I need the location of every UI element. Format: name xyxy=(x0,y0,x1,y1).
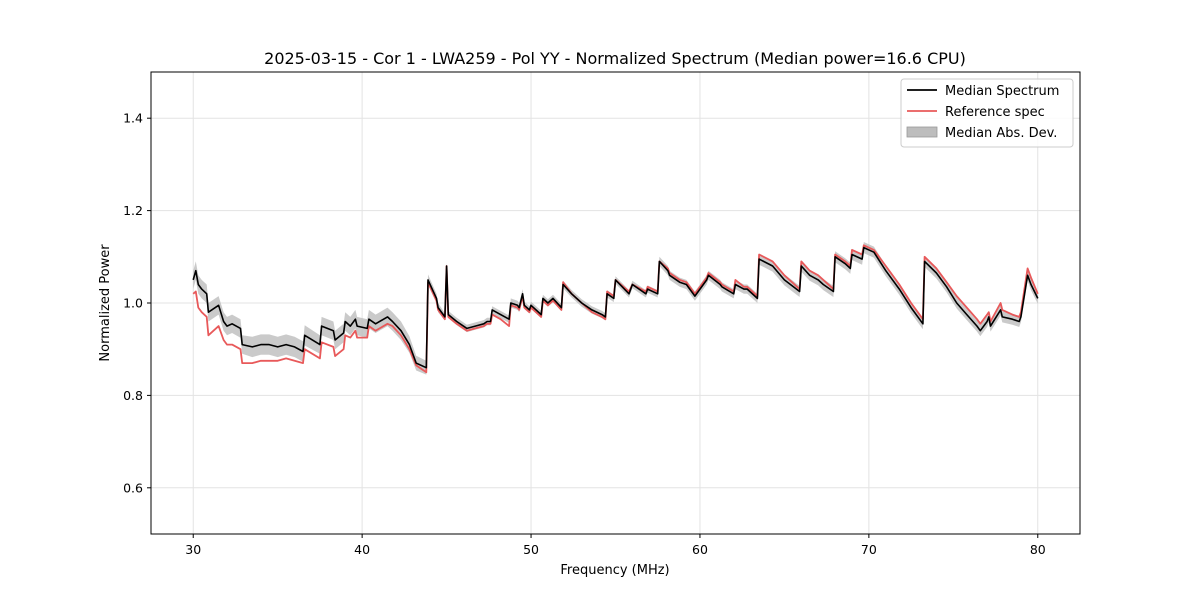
legend-median-label: Median Spectrum xyxy=(945,84,1059,99)
x-tick-label: 40 xyxy=(354,542,370,557)
x-tick-label: 70 xyxy=(861,542,877,557)
x-tick-label: 30 xyxy=(185,542,201,557)
legend: Median Spectrum Reference spec Median Ab… xyxy=(900,78,1074,148)
legend-mad-swatch xyxy=(906,126,938,138)
y-tick-label: 1.0 xyxy=(123,296,143,311)
median-layer xyxy=(192,246,1039,369)
x-tick-label: 50 xyxy=(523,542,539,557)
median-spectrum-line xyxy=(192,246,1039,369)
x-axis-label: Frequency (MHz) xyxy=(560,563,669,578)
y-axis-ticks: 0.6 0.8 1.0 1.2 1.4 xyxy=(123,111,151,495)
x-tick-label: 60 xyxy=(692,542,708,557)
legend-mad-label: Median Abs. Dev. xyxy=(945,126,1057,141)
chart-title: 2025-03-15 - Cor 1 - LWA259 - Pol YY - N… xyxy=(264,49,966,68)
x-axis-ticks: 30 40 50 60 70 80 xyxy=(185,534,1046,557)
x-tick-label: 80 xyxy=(1030,542,1046,557)
legend-reference-label: Reference spec xyxy=(945,105,1045,120)
y-tick-label: 0.8 xyxy=(123,388,143,403)
legend-box xyxy=(900,78,1074,148)
y-tick-label: 0.6 xyxy=(123,480,143,495)
y-tick-label: 1.2 xyxy=(123,203,143,218)
y-axis-label: Normalized Power xyxy=(98,244,113,362)
y-tick-label: 1.4 xyxy=(123,111,143,126)
